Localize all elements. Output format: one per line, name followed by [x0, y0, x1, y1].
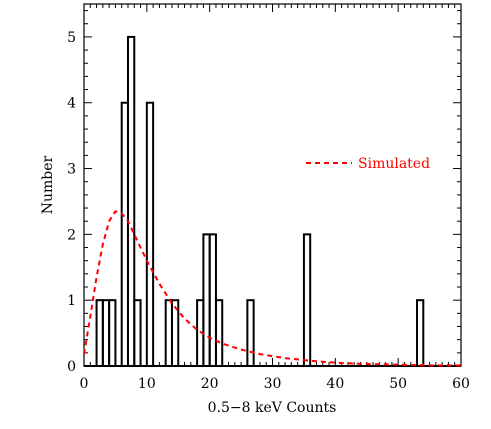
y-tick-label: 2: [67, 227, 76, 243]
histogram-bar: [416, 299, 425, 368]
legend: Simulated: [306, 156, 430, 172]
histogram-bar: [302, 233, 312, 367]
x-tick-label: 30: [264, 376, 282, 392]
y-tick-label: 3: [67, 162, 76, 178]
histogram-bar: [108, 299, 117, 368]
y-tick-labels: 0 1 2 3 4 5: [67, 30, 76, 375]
y-tick-label: 1: [67, 293, 76, 309]
x-axis-label: 0.5−8 keV Counts: [208, 400, 337, 416]
x-tick-label: 60: [452, 376, 470, 392]
x-tick-label: 50: [389, 376, 407, 392]
y-tick-label: 4: [67, 96, 76, 112]
y-tick-label: 0: [67, 359, 76, 375]
x-tick-label: 20: [201, 376, 219, 392]
simulated-curve: [83, 210, 461, 367]
x-tick-label: 0: [80, 376, 89, 392]
histogram-bar: [126, 35, 136, 368]
x-tick-label: 40: [326, 376, 344, 392]
y-tick-label: 5: [67, 30, 76, 46]
x-tick-label: 10: [138, 376, 156, 392]
histogram-bar: [133, 299, 142, 368]
histogram-bar: [214, 299, 224, 368]
histogram-bar: [170, 299, 180, 368]
histogram-bars: [84, 35, 461, 368]
histogram-bar: [246, 299, 255, 368]
legend-label-simulated: Simulated: [358, 156, 430, 172]
x-tick-labels: 0 10 20 30 40 50 60: [80, 376, 470, 392]
y-axis-label: Number: [40, 155, 56, 214]
histogram-bar: [145, 101, 155, 368]
